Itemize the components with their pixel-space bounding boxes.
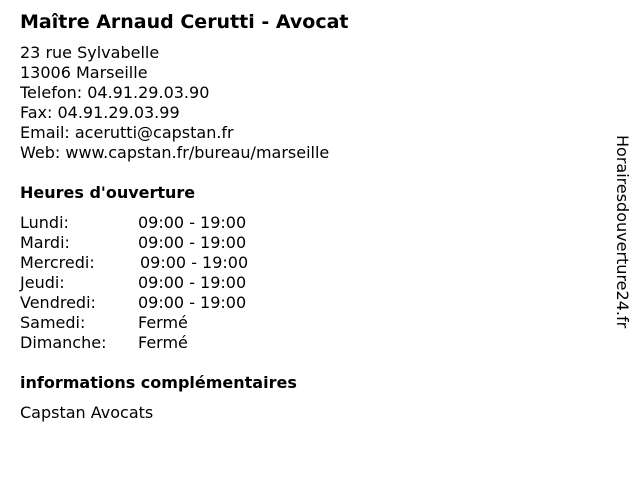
hours-table: Lundi: 09:00 - 19:00 Mardi: 09:00 - 19:00 … (20, 213, 248, 353)
day-hours: 09:00 - 19:00 (138, 273, 247, 292)
contact-block: 23 rue Sylvabelle 13006 Marseille Telefo… (20, 43, 329, 163)
postal-city: 13006 Marseille (20, 63, 148, 82)
info-heading: informations complémentaires (20, 373, 297, 392)
hours-row: Vendredi: 09:00 - 19:00 (20, 293, 248, 313)
hours-row: Mardi: 09:00 - 19:00 (20, 233, 248, 253)
hours-row: Lundi: 09:00 - 19:00 (20, 213, 248, 233)
day-label: Dimanche: (20, 333, 107, 352)
day-label: Mercredi: (20, 253, 95, 272)
website: Web: www.capstan.fr/bureau/marseille (20, 143, 330, 162)
day-label: Jeudi: (20, 273, 65, 292)
phone: Telefon: 04.91.29.03.90 (20, 83, 210, 102)
day-label: Vendredi: (20, 293, 96, 312)
hours-row: Dimanche: Fermé (20, 333, 248, 353)
day-hours: Fermé (138, 333, 188, 352)
hours-row: Mercredi: 09:00 - 19:00 (20, 253, 248, 273)
day-hours: 09:00 - 19:00 (138, 213, 247, 232)
day-hours: 09:00 - 19:00 (140, 253, 249, 272)
hours-row: Jeudi: 09:00 - 19:00 (20, 273, 248, 293)
hours-row: Samedi: Fermé (20, 313, 248, 333)
info-text: Capstan Avocats (20, 403, 154, 422)
day-hours: 09:00 - 19:00 (138, 293, 247, 312)
hours-heading: Heures d'ouverture (20, 183, 196, 202)
day-hours: 09:00 - 19:00 (138, 233, 247, 252)
day-label: Samedi: (20, 313, 86, 332)
fax: Fax: 04.91.29.03.99 (20, 103, 180, 122)
day-label: Mardi: (20, 233, 70, 252)
email: Email: acerutti@capstan.fr (20, 123, 234, 142)
day-hours: Fermé (138, 313, 188, 332)
page-title: Maître Arnaud Cerutti - Avocat (20, 11, 349, 33)
day-label: Lundi: (20, 213, 69, 232)
watermark-text: Horairesdouverture24.fr (613, 135, 632, 329)
street-address: 23 rue Sylvabelle (20, 43, 160, 62)
